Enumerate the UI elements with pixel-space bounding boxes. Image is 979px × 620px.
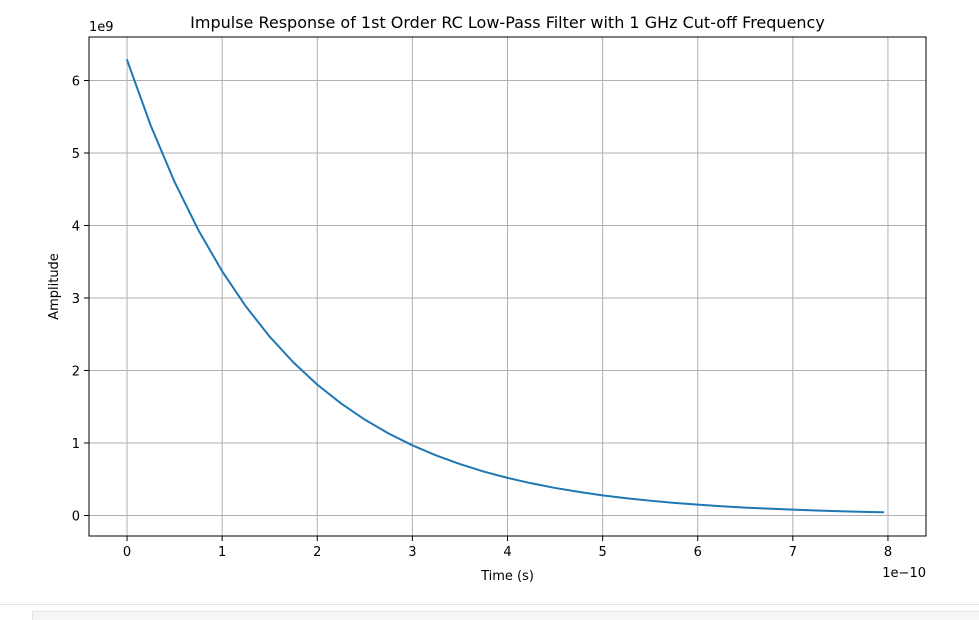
tick-labels: 0 1 2 3 4 5 6 7 8 0 1 2 3 4 5 6 — [72, 74, 892, 560]
plot-frame — [88, 36, 927, 537]
y-axis-label: Amplitude — [47, 253, 62, 320]
series-line — [126, 58, 885, 514]
notebook-divider — [0, 604, 979, 605]
series-group — [126, 58, 885, 514]
x-tick-label: 7 — [789, 545, 797, 560]
y-tick-label: 2 — [72, 364, 80, 379]
x-tick-label: 2 — [313, 545, 321, 560]
x-tick-label: 3 — [408, 545, 416, 560]
grid — [89, 37, 926, 536]
x-tick-label: 6 — [694, 545, 702, 560]
y-tick-label: 3 — [72, 292, 80, 307]
x-tick-label: 4 — [503, 545, 511, 560]
y-axis-scale-label: 1e9 — [89, 20, 114, 35]
y-tick-label: 1 — [72, 437, 80, 452]
y-tick-label: 5 — [72, 147, 80, 162]
x-tick-label: 5 — [598, 545, 606, 560]
x-axis-label: Time (s) — [480, 569, 534, 584]
chart-title: Impulse Response of 1st Order RC Low-Pas… — [190, 13, 825, 32]
x-axis-scale-label: 1e−10 — [882, 566, 926, 581]
next-cell-edge — [32, 611, 979, 620]
x-tick-label: 8 — [884, 545, 892, 560]
x-tick-label: 0 — [123, 545, 131, 560]
x-tick-label: 1 — [218, 545, 226, 560]
ticks — [84, 79, 889, 541]
y-tick-label: 4 — [72, 219, 80, 234]
y-tick-label: 0 — [72, 509, 80, 524]
y-tick-label: 6 — [72, 74, 80, 89]
